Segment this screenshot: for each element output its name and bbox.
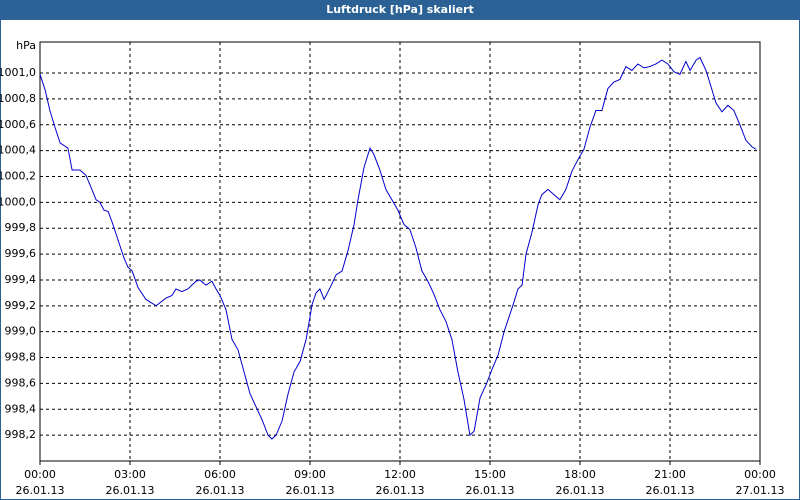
title-bar (0, 0, 800, 20)
x-tick-label: 18:00 (564, 468, 596, 481)
x-tick-date: 26.01.13 (16, 484, 65, 497)
x-tick-date: 26.01.13 (286, 484, 335, 497)
y-unit: hPa (16, 39, 36, 52)
x-tick-date: 26.01.13 (646, 484, 695, 497)
y-tick-label: 1001,0 (0, 66, 36, 79)
x-tick-label: 03:00 (114, 468, 146, 481)
x-tick-date: 26.01.13 (466, 484, 515, 497)
data-line (39, 56, 757, 440)
x-tick-date: 26.01.13 (376, 484, 425, 497)
chart-title: Luftdruck [hPa] skaliert (326, 3, 474, 16)
y-tick-label: 1000,4 (0, 144, 36, 157)
y-tick-label: 999,8 (5, 221, 37, 234)
y-tick-label: 1000,8 (0, 92, 36, 105)
y-tick-label: 999,0 (5, 325, 37, 338)
x-tick-label: 09:00 (294, 468, 326, 481)
x-tick-date: 26.01.13 (556, 484, 605, 497)
x-tick-label: 15:00 (474, 468, 506, 481)
y-tick-label: 998,6 (5, 376, 37, 389)
x-tick-label: 21:00 (654, 468, 686, 481)
x-tick-date: 26.01.13 (106, 484, 155, 497)
x-tick-label: 00:00 (24, 468, 56, 481)
y-tick-label: 999,6 (5, 247, 37, 260)
y-tick-label: 998,8 (5, 351, 37, 364)
y-tick-label: 1000,2 (0, 169, 36, 182)
x-tick-date: 26.01.13 (196, 484, 245, 497)
y-tick-label: 999,4 (5, 273, 37, 286)
y-tick-label: 999,2 (5, 299, 37, 312)
x-tick-label: 06:00 (204, 468, 236, 481)
y-tick-label: 1000,0 (0, 195, 36, 208)
y-tick-label: 998,2 (5, 428, 37, 441)
y-tick-label: 1000,6 (0, 118, 36, 131)
y-tick-label: 998,4 (5, 402, 37, 415)
x-tick-label: 00:00 (744, 468, 776, 481)
x-tick-date: 27.01.13 (736, 484, 785, 497)
x-tick-label: 12:00 (384, 468, 416, 481)
